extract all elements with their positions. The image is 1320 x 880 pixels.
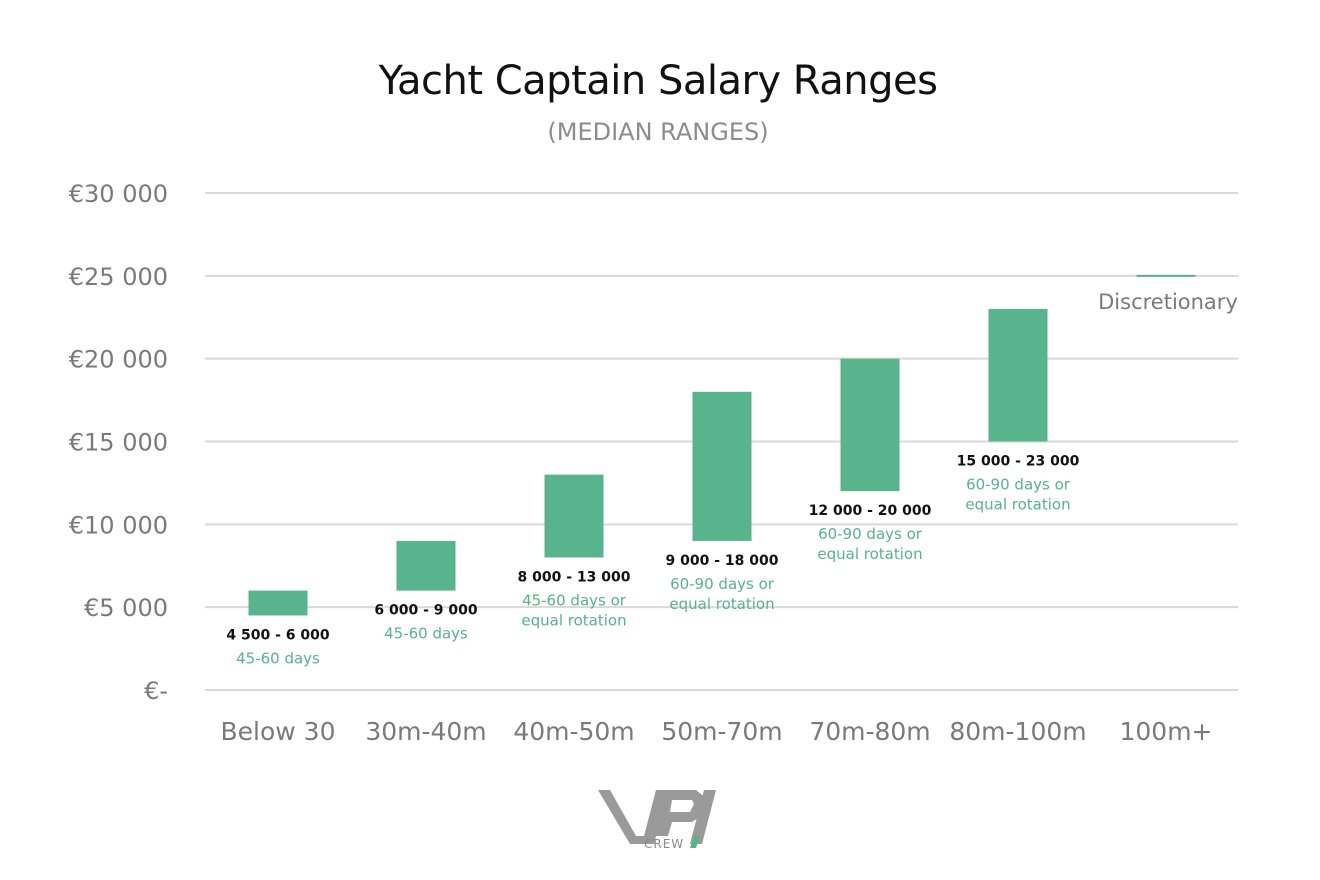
bar-range-label: 6 000 - 9 000	[374, 603, 477, 619]
bar-layer	[248, 274, 1196, 616]
bar	[988, 308, 1048, 442]
x-tick-label: 70m-80m	[809, 717, 930, 746]
bar-rotation-label: 45-60 days	[236, 649, 320, 667]
chart-subtitle: (MEDIAN RANGES)	[547, 118, 769, 146]
bar	[544, 474, 604, 558]
bar-rotation-label: equal rotation	[669, 595, 774, 613]
y-tick-label: €-	[144, 677, 168, 705]
bar-rotation-label: 45-60 days or	[522, 591, 627, 609]
bar	[248, 590, 308, 616]
data-labels: 4 500 - 6 000 45-60 days 6 000 - 9 000 45-6…	[226, 290, 1238, 668]
bar-rotation-label: equal rotation	[521, 611, 626, 629]
y-tick-label: €10 000	[69, 511, 168, 539]
x-tick-label: Below 30	[221, 717, 336, 746]
bar-range-label: 15 000 - 23 000	[957, 454, 1080, 470]
x-tick-label: 40m-50m	[513, 717, 634, 746]
bar-rotation-label: 45-60 days	[384, 625, 468, 643]
bar-range-label: 12 000 - 20 000	[809, 503, 932, 519]
vpi-logo-icon	[598, 790, 716, 848]
x-tick-label: 50m-70m	[661, 717, 782, 746]
discretionary-label: Discretionary	[1098, 290, 1238, 314]
bar-rotation-label: 60-90 days or	[818, 525, 923, 543]
bar-range-label: 4 500 - 6 000	[226, 627, 329, 643]
x-axis-ticks: Below 30 30m-40m 40m-50m 50m-70m 70m-80m 80m-…	[221, 717, 1213, 746]
x-tick-label: 80m-100m	[949, 717, 1086, 746]
bar-rotation-label: 60-90 days or	[966, 476, 1071, 494]
bar-range-label: 8 000 - 13 000	[518, 569, 631, 585]
y-axis-ticks: €- €5 000 €10 000 €15 000 €20 000 €25 000 €30 …	[69, 180, 168, 705]
x-tick-label: 30m-40m	[365, 717, 486, 746]
y-tick-label: €20 000	[69, 346, 168, 374]
bar-rotation-label: equal rotation	[817, 545, 922, 563]
bar-range-label: 9 000 - 18 000	[666, 553, 779, 569]
bar	[692, 391, 752, 541]
y-tick-label: €15 000	[69, 429, 168, 457]
chart-title: Yacht Captain Salary Ranges	[378, 58, 938, 104]
bar-rotation-label: equal rotation	[965, 496, 1070, 514]
bar	[840, 358, 900, 492]
y-tick-label: €5 000	[84, 594, 168, 622]
y-tick-label: €30 000	[69, 180, 168, 208]
x-tick-label: 100m+	[1119, 717, 1212, 746]
logo-text: CREW	[644, 837, 685, 851]
bar	[396, 540, 456, 591]
bar-rotation-label: 60-90 days or	[670, 575, 775, 593]
y-tick-label: €25 000	[69, 263, 168, 291]
